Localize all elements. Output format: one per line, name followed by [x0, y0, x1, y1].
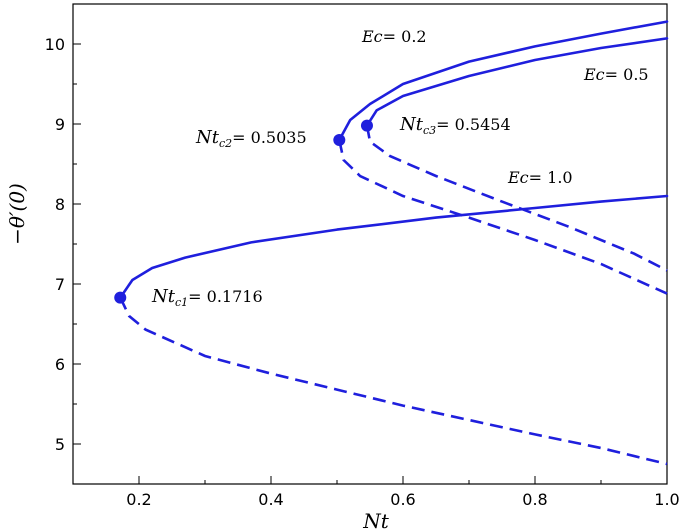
y-tick-label: 5 [55, 435, 65, 454]
annotation-ntc3-symbol: Nt [399, 114, 424, 135]
annotation-ec-1.0-symbol: Ec [507, 168, 529, 187]
y-tick-label: 8 [55, 195, 65, 214]
annotation-ntc1: Ntc1= 0.1716 [151, 286, 263, 309]
x-tick-label: 0.8 [522, 490, 547, 509]
ticks: 0.2 0.4 0.6 0.8 1.0 5 6 7 8 9 10 [45, 3, 680, 509]
annotation-ntc2-symbol: Nt [195, 127, 220, 148]
annotation-ec-1.0: Ec= 1.0 [507, 168, 573, 187]
annotation-ntc2: Ntc2= 0.5035 [195, 127, 307, 150]
critical-point-0 [333, 134, 346, 146]
critical-point-1 [360, 119, 373, 132]
x-tick-label: 0.4 [258, 490, 283, 509]
series-2-lower-branch [119, 297, 668, 466]
critical-points [114, 119, 373, 304]
axes-box [72, 3, 668, 485]
annotation-ntc2-sub: c2 [219, 137, 232, 150]
annotation-ntc3-value: = 0.5454 [436, 115, 510, 134]
y-tick-label: 10 [45, 35, 65, 54]
annotation-ec-1.0-value: = 1.0 [529, 168, 573, 187]
annotation-ec-0.5-value: = 0.5 [605, 65, 649, 84]
annotation-ntc1-value: = 0.1716 [188, 287, 262, 306]
series-2-upper-branch [119, 194, 669, 299]
annotation-ec-0.2-value: = 0.2 [383, 27, 427, 46]
y-tick-label: 6 [55, 355, 65, 374]
y-tick-label: 9 [55, 115, 65, 134]
series-1-upper-branch [365, 37, 669, 127]
critical-point-2 [114, 291, 127, 304]
annotation-ec-0.2: Ec= 0.2 [361, 27, 427, 46]
annotation-ec-0.5: Ec= 0.5 [583, 65, 649, 84]
series-0-lower-branch [338, 139, 668, 295]
annotation-ntc3: Ntc3= 0.5454 [399, 114, 511, 137]
plot-frame [72, 3, 668, 485]
x-tick-label: 1.0 [654, 490, 679, 509]
y-axis-title: −θ′(0) [5, 183, 29, 245]
x-axis-title: Nt [362, 509, 390, 532]
series-1-lower-branch [365, 125, 668, 272]
annotation-ntc3-sub: c3 [423, 124, 436, 137]
y-tick-label: 7 [55, 275, 65, 294]
curves [119, 20, 669, 466]
series-0-upper-branch [338, 20, 669, 142]
x-tick-label: 0.6 [390, 490, 415, 509]
x-tick-label: 0.2 [126, 490, 151, 509]
annotation-ec-0.5-symbol: Ec [583, 65, 605, 84]
annotation-ec-0.2-symbol: Ec [361, 27, 383, 46]
annotation-ntc1-symbol: Nt [151, 286, 176, 307]
annotation-ntc2-value: = 0.5035 [232, 128, 306, 147]
annotation-ntc1-sub: c1 [175, 296, 188, 309]
